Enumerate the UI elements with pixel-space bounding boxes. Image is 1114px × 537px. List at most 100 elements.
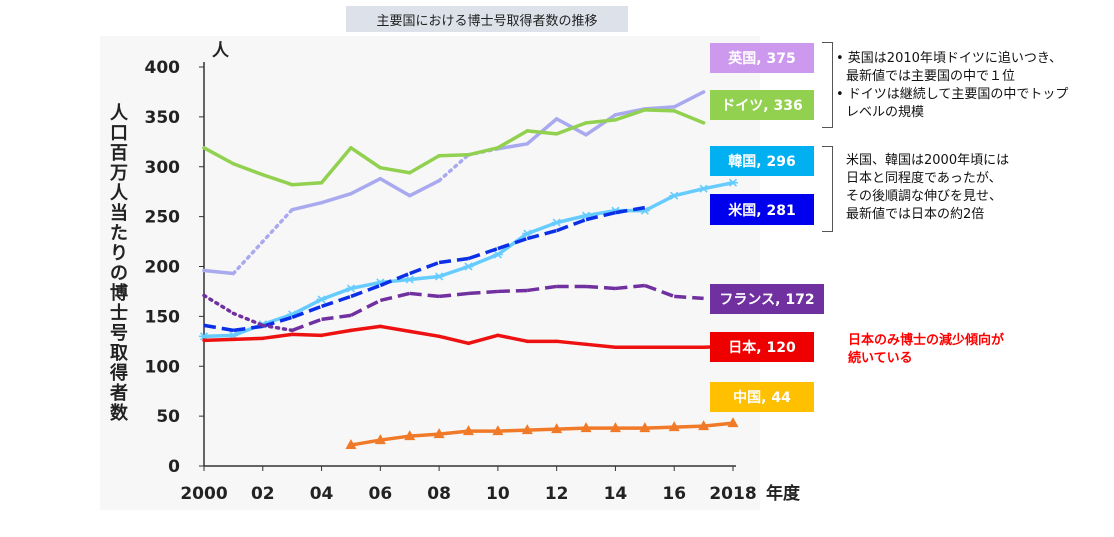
point-star — [669, 191, 680, 200]
series-segment-英国 — [349, 176, 383, 196]
series-segment-ドイツ — [672, 109, 706, 125]
series-segment-フランス — [321, 313, 352, 322]
series-segment-米国 — [438, 256, 469, 265]
series-segment-米国 — [379, 271, 411, 288]
series-segment-フランス — [674, 294, 704, 301]
series-segment-日本 — [290, 332, 324, 338]
note-kr-us-line2: 日本と同程度であったが、 — [846, 171, 1002, 186]
bracket-uk-de — [822, 42, 833, 128]
y-tick-label: 100 — [145, 357, 181, 377]
series-segment-日本 — [202, 337, 236, 343]
series-segment-米国 — [203, 323, 234, 333]
point-triangle — [374, 434, 386, 445]
series-segment-米国 — [467, 246, 499, 261]
point-triangle — [404, 430, 416, 441]
y-unit-label: 人 — [212, 41, 230, 61]
series-segment-フランス — [291, 317, 323, 332]
y-tick-label: 200 — [145, 258, 181, 278]
series-segment-ドイツ — [525, 129, 559, 136]
series-segment-韓国 — [554, 213, 588, 225]
point-star — [492, 250, 503, 259]
series-segment-韓国 — [466, 252, 500, 269]
series-segment-韓国 — [290, 297, 324, 317]
series-segment-日本 — [437, 334, 471, 346]
x-tick-label: 2000 — [180, 484, 227, 504]
point-triangle — [727, 417, 739, 428]
series-segment-韓国 — [701, 180, 735, 191]
point-triangle — [463, 425, 474, 436]
series-segment-韓国 — [496, 231, 530, 257]
x-tick-label: 14 — [604, 484, 628, 504]
y-tick-label: 0 — [168, 457, 180, 477]
series-segment-日本 — [378, 324, 412, 334]
series-segment-日本 — [584, 342, 618, 350]
series-segment-米国 — [350, 283, 381, 299]
x-tick-label: 08 — [427, 484, 451, 504]
series-segment-中国 — [672, 424, 706, 429]
series-segment-韓国 — [437, 264, 471, 279]
point-star — [522, 229, 533, 238]
y-tick-label: 300 — [145, 158, 181, 178]
series-segment-英国 — [407, 178, 441, 198]
series-segment-日本 — [261, 332, 294, 341]
y-ticks: 0 50 100 150 200 250 300 350 400 — [145, 58, 204, 477]
note-kr-us-line4: 最新値では日本の約2倍 — [846, 207, 985, 222]
note-uk-de-line3: • ドイツは継続して主要国の中でトップ — [836, 87, 1069, 102]
series-segment-日本 — [496, 333, 530, 344]
series-segment-日本 — [466, 333, 500, 346]
note-uk-de-line1: • 英国は2010年頃ドイツに追いつき、 — [836, 51, 1062, 66]
series-segment-フランス — [527, 284, 557, 293]
y-tick-label: 350 — [145, 108, 181, 128]
note-kr-us: 米国、韓国は2000年頃には 日本と同程度であったが、 その後順調な伸びを見せ、… — [846, 152, 1009, 224]
point-star — [698, 184, 709, 193]
y-tick-label: 50 — [156, 407, 180, 427]
series-segment-フランス — [468, 289, 499, 296]
label-cn: 中国, 44 — [710, 382, 814, 412]
label-de: ドイツ, 336 — [710, 90, 814, 120]
x-tick-label: 2018 — [709, 484, 756, 504]
series-segment-フランス — [615, 283, 646, 291]
series-segment-日本 — [407, 329, 441, 339]
label-kr: 韓国, 296 — [710, 146, 814, 176]
series-segment-ドイツ — [407, 154, 441, 175]
series-segment-米国 — [233, 324, 264, 333]
x-tick-label: 16 — [662, 484, 686, 504]
y-axis-title: 人口百万人当たりの博士号取得者数 — [110, 103, 128, 424]
x-tick-label: 10 — [486, 484, 510, 504]
series-segment-ドイツ — [437, 153, 471, 158]
series-segment-米国 — [585, 210, 616, 222]
label-us: 米国, 281 — [710, 194, 814, 225]
point-star — [404, 275, 415, 284]
series-segment-フランス — [644, 283, 675, 299]
series-segment-ドイツ — [231, 162, 265, 177]
series-segment-フランス — [231, 311, 265, 328]
series-segment-ドイツ — [378, 165, 412, 175]
x-unit-label: 年度 — [766, 483, 801, 504]
point-triangle — [551, 423, 563, 434]
series-segment-韓国 — [643, 193, 676, 213]
y-tick-label: 250 — [145, 208, 181, 228]
series-segment-ドイツ — [290, 180, 324, 187]
note-uk-de: • 英国は2010年頃ドイツに追いつき、 最新値では主要国の中で１位 • ドイツ… — [836, 50, 1068, 122]
series-segment-韓国 — [261, 312, 294, 327]
series-segment-中国 — [496, 428, 530, 433]
series-segment-フランス — [261, 323, 294, 333]
series-segment-英国 — [290, 200, 324, 212]
point-star — [316, 295, 327, 304]
point-triangle — [668, 421, 680, 432]
series-segment-ドイツ — [643, 108, 676, 113]
series-segment-フランス — [438, 291, 469, 299]
point-star — [728, 178, 738, 187]
series-segment-米国 — [291, 304, 323, 320]
series-segment-ドイツ — [202, 146, 236, 166]
point-triangle — [492, 425, 504, 436]
point-triangle — [345, 439, 357, 450]
series-segment-米国 — [526, 228, 558, 241]
series-segment-中国 — [378, 434, 412, 442]
y-tick-label: 150 — [145, 307, 181, 327]
series-segment-英国 — [584, 113, 618, 137]
x-tick-label: 04 — [310, 484, 334, 504]
point-triangle — [609, 422, 621, 433]
note-jp: 日本のみ博士の減少傾向が 続いている — [848, 332, 1004, 368]
series-segment-フランス — [202, 293, 236, 316]
